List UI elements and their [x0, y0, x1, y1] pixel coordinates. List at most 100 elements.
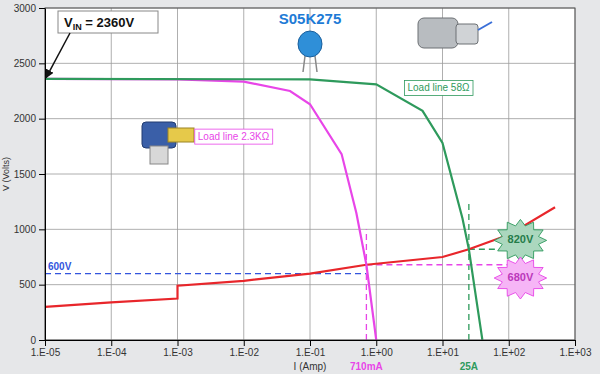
vin-arrow	[46, 33, 70, 78]
chart-title: S05K275	[279, 10, 342, 27]
y-tick-mark	[39, 119, 45, 120]
burst-shape	[494, 257, 547, 299]
reference-label: 600V	[48, 261, 72, 272]
x-tick-mark	[45, 340, 46, 346]
x-axis-title: I (Amp)	[294, 361, 327, 372]
x-tick: 1.E-01	[296, 340, 326, 358]
y-grid-line	[45, 229, 575, 230]
y-grid-line	[45, 118, 575, 119]
motor-wire	[478, 22, 492, 30]
x-tick-mark	[178, 340, 179, 346]
reference-label: 25A	[460, 361, 478, 372]
y-tick-mark	[39, 174, 45, 175]
plot-marks	[45, 79, 555, 340]
y-tick-mark	[39, 8, 45, 9]
x-axis: 1.E-05 1.E-04 1.E-03 1.E-02 1.E-01 1.E+00 1.E+…	[31, 340, 592, 358]
vin-annotation: VIN = 2360V	[46, 11, 158, 78]
grid	[45, 8, 575, 340]
y-tick-mark	[39, 285, 45, 286]
x-tick-label: 1.E-05	[31, 347, 61, 358]
plot-frame	[45, 8, 575, 340]
y-axis-title: V (Volts)	[1, 157, 11, 191]
vin-label: VIN = 2360V	[64, 15, 134, 32]
y-grid-line	[45, 63, 575, 64]
x-tick: 1.E+03	[560, 340, 592, 358]
vin-label-part: V	[64, 15, 73, 30]
y-tick: 1000	[14, 224, 45, 235]
y-tick-label: 1500	[14, 169, 37, 180]
x-tick: 1.E+00	[361, 340, 393, 358]
y-grid-line	[45, 284, 575, 285]
reference-line	[366, 229, 367, 340]
series-label: Load line 58Ω	[405, 80, 473, 95]
x-tick: 1.E+01	[427, 340, 459, 358]
x-tick-mark	[244, 340, 245, 346]
y-tick-label: 2500	[14, 58, 37, 69]
x-tick-label: 1.E-03	[163, 347, 193, 358]
x-tick-label: 1.E+01	[427, 347, 459, 358]
y-tick: 500	[19, 279, 45, 290]
series-label-box	[405, 80, 473, 95]
x-tick-label: 1.E-02	[230, 347, 260, 358]
y-axis-line	[45, 9, 46, 341]
series-line	[45, 207, 555, 307]
series-line	[45, 79, 482, 340]
vin-label-part: IN	[73, 22, 82, 32]
y-tick-label: 3000	[14, 3, 37, 14]
reference-label: 710mA	[350, 361, 383, 372]
x-tick-mark	[376, 340, 377, 346]
x-tick: 1.E+02	[493, 340, 525, 358]
x-tick-mark	[575, 340, 576, 346]
reference-line	[366, 264, 520, 265]
y-tick-label: 1000	[14, 224, 37, 235]
valve-coil	[150, 146, 168, 164]
series-label-text: Load line 2.3KΩ	[198, 131, 270, 142]
y-tick: 0	[30, 335, 45, 346]
motor-head	[456, 24, 478, 44]
y-tick: 2000	[14, 113, 45, 124]
y-tick-label: 500	[19, 279, 36, 290]
x-tick-mark	[443, 340, 444, 346]
y-tick: 2500	[14, 58, 45, 69]
y-tick-mark	[39, 340, 45, 341]
vin-label-part: = 2360V	[82, 15, 135, 30]
y-axis: 0 500 1000 1500 2000 2500 3000	[14, 3, 46, 346]
series-label: Load line 2.3KΩ	[195, 129, 273, 144]
y-tick-label: 2000	[14, 113, 37, 124]
reference-burst: 820V	[494, 219, 547, 261]
y-tick: 1500	[14, 169, 45, 180]
burst-shape	[494, 219, 547, 261]
x-tick-label: 1.E+02	[493, 347, 525, 358]
x-tick: 1.E-04	[97, 340, 127, 358]
x-tick: 1.E-03	[163, 340, 193, 358]
y-tick-mark	[39, 229, 45, 230]
reference-label: 820V	[508, 233, 534, 245]
reference-burst: 680V	[494, 257, 547, 299]
icons	[142, 18, 492, 164]
x-tick: 1.E-02	[230, 340, 260, 358]
series-label-box	[195, 129, 273, 144]
x-tick-mark	[310, 340, 311, 346]
reference-line	[468, 202, 469, 340]
series-line	[45, 79, 376, 340]
x-tick-label: 1.E+03	[560, 347, 592, 358]
varistor-icon	[298, 31, 322, 57]
vin-box	[58, 11, 158, 33]
x-tick-label: 1.E-01	[296, 347, 326, 358]
plot-background	[45, 8, 575, 340]
valve-port	[168, 128, 194, 142]
y-tick-label: 0	[30, 335, 36, 346]
varistor-lead	[303, 56, 305, 72]
y-tick-mark	[39, 63, 45, 64]
series-label-text: Load line 58Ω	[408, 82, 470, 93]
y-tick: 3000	[14, 3, 45, 14]
reference-label: 680V	[508, 271, 534, 283]
x-tick-mark	[111, 340, 112, 346]
y-grid-line	[45, 174, 575, 175]
x-tick-label: 1.E+00	[361, 347, 393, 358]
motor-body	[418, 18, 458, 48]
chart-svg: 1.E-05 1.E-04 1.E-03 1.E-02 1.E-01 1.E+00 1.E+…	[0, 0, 600, 374]
x-tick-label: 1.E-04	[97, 347, 127, 358]
x-tick-mark	[509, 340, 510, 346]
varistor-lead	[315, 56, 317, 72]
